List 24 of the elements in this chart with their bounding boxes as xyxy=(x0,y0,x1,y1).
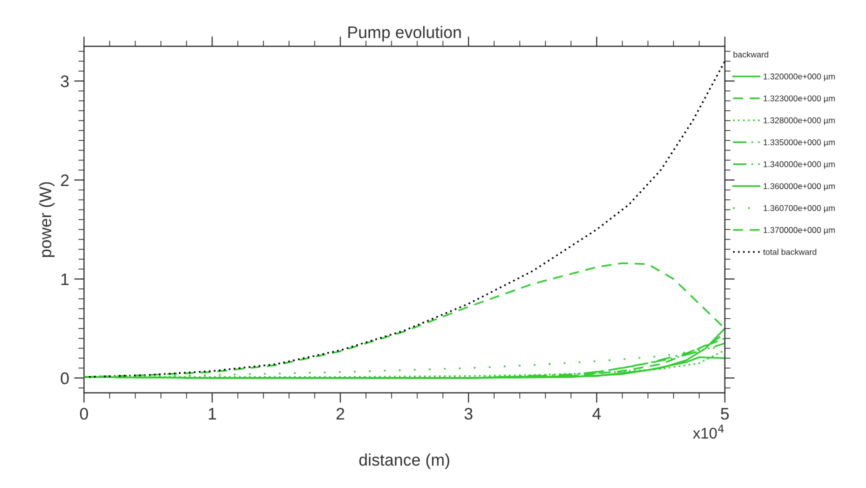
x-axis-title: distance (m) xyxy=(359,454,450,470)
legend-label: 1.340000e+000 µm xyxy=(764,161,835,169)
x-tick-label: 4 xyxy=(592,408,601,420)
legend-title: backward xyxy=(734,51,768,58)
legend-label: 1.370000e+000 µm xyxy=(764,227,835,235)
x-tick-label: 5 xyxy=(720,408,729,420)
legend-label: 1.328000e+000 µm xyxy=(764,117,835,125)
x-tick-label: 2 xyxy=(336,408,344,420)
legend-label: 1.360000e+000 µm xyxy=(764,183,835,191)
x-tick-label: 0 xyxy=(80,408,88,420)
y-axis-title: power (W) xyxy=(39,182,55,257)
y-tick-label: 3 xyxy=(60,75,69,88)
legend-label: 1.320000e+000 µm xyxy=(764,74,835,82)
chart-title: Pump evolution xyxy=(348,26,461,42)
legend-label: 1.323000e+000 µm xyxy=(764,95,835,103)
legend-label: 1.360700e+000 µm xyxy=(764,205,835,213)
y-tick-label: 2 xyxy=(60,174,69,186)
x-tick-label: 3 xyxy=(464,408,472,420)
text: x10$^{4}$ xyxy=(692,424,724,439)
legend-label: total backward xyxy=(763,248,816,255)
legend-label: 1.335000e+000 µm xyxy=(764,139,835,147)
y-tick-label: 1 xyxy=(61,274,69,286)
x-tick-label: 1 xyxy=(208,408,216,420)
y-tick-label: 0 xyxy=(60,372,69,384)
